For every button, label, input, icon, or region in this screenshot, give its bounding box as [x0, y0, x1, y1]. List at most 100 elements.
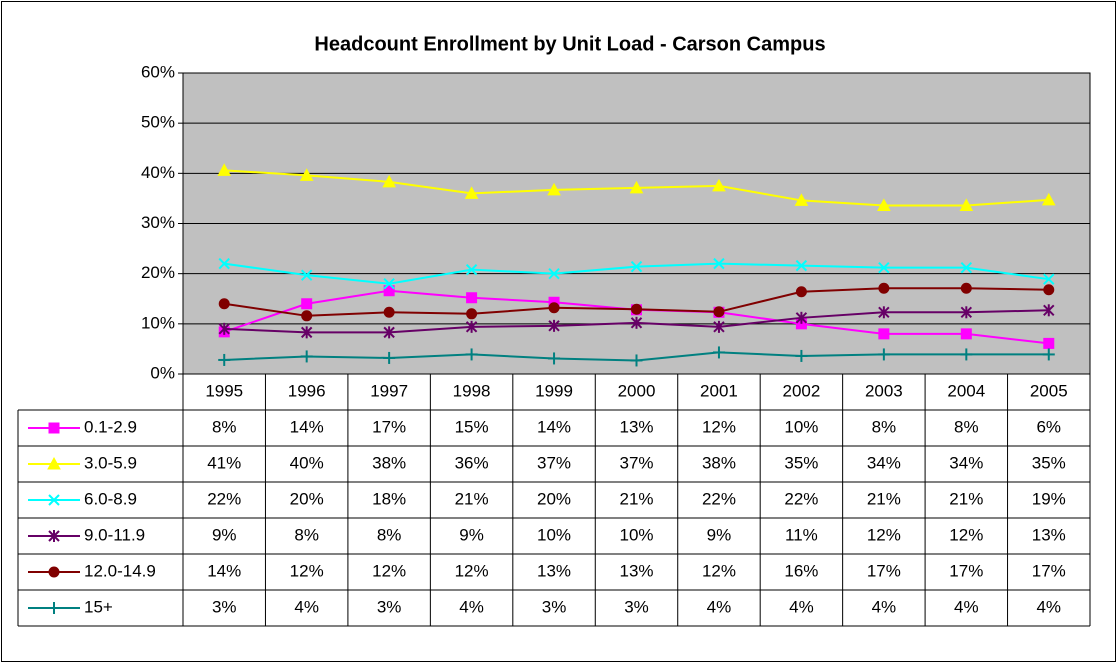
- marker: [960, 282, 972, 294]
- marker: [218, 322, 230, 335]
- table-value: 12%: [455, 561, 489, 580]
- marker: [630, 316, 643, 329]
- marker-shape: [218, 257, 230, 270]
- marker: [1043, 304, 1055, 317]
- table-value: 17%: [867, 561, 901, 580]
- marker: [960, 306, 973, 319]
- x-tick-label: 1995: [205, 381, 243, 400]
- table-value: 13%: [537, 561, 571, 580]
- table-value: 38%: [372, 453, 406, 472]
- marker: [795, 259, 808, 272]
- marker: [383, 285, 395, 297]
- marker: [960, 348, 973, 361]
- marker-shape: [548, 267, 560, 280]
- marker: [218, 353, 231, 366]
- marker: [464, 186, 479, 199]
- marker: [630, 260, 643, 273]
- table-value: 21%: [867, 489, 901, 508]
- table-value: 4%: [872, 597, 897, 616]
- marker: [300, 350, 313, 363]
- table-value: 17%: [949, 561, 983, 580]
- marker: [878, 282, 890, 294]
- table-value: 21%: [949, 489, 983, 508]
- table-value: 15%: [455, 417, 489, 436]
- table-value: 8%: [377, 525, 402, 544]
- table-value: 9%: [459, 525, 484, 544]
- table-value: 9%: [212, 525, 237, 544]
- marker-shape: [301, 298, 313, 310]
- marker-shape: [713, 306, 725, 318]
- marker-shape: [960, 282, 972, 294]
- table-value: 8%: [294, 525, 319, 544]
- table-value: 17%: [372, 417, 406, 436]
- legend-label: 9.0-11.9: [84, 525, 145, 544]
- table-value: 12%: [702, 417, 736, 436]
- marker: [960, 328, 972, 340]
- table-value: 13%: [619, 561, 653, 580]
- marker-shape: [383, 277, 395, 290]
- table-value: 12%: [867, 525, 901, 544]
- table-value: 11%: [785, 525, 818, 544]
- table-value: 14%: [537, 417, 571, 436]
- table-value: 34%: [949, 453, 983, 472]
- marker: [877, 348, 890, 361]
- table-value: 20%: [537, 489, 571, 508]
- marker-shape: [631, 303, 642, 315]
- table-value: 4%: [294, 597, 319, 616]
- table-value: 3%: [212, 597, 237, 616]
- marker: [960, 261, 973, 274]
- marker: [383, 351, 396, 364]
- marker: [629, 180, 644, 194]
- marker: [959, 198, 974, 211]
- marker-shape: [300, 269, 313, 281]
- marker: [630, 354, 643, 367]
- marker: [383, 306, 395, 318]
- marker-shape: [1041, 192, 1056, 206]
- table-value: 4%: [954, 597, 979, 616]
- marker: [48, 566, 60, 578]
- marker: [382, 174, 396, 188]
- marker: [548, 352, 561, 365]
- table-value: 6%: [1036, 417, 1061, 436]
- marker-shape: [629, 180, 644, 194]
- x-tick-label: 2005: [1030, 381, 1068, 400]
- marker-shape: [48, 422, 60, 434]
- marker: [465, 263, 478, 276]
- marker-shape: [48, 566, 60, 578]
- marker: [1042, 348, 1055, 361]
- marker-shape: [877, 198, 891, 211]
- table-value: 12%: [949, 525, 983, 544]
- marker: [878, 306, 890, 319]
- marker-shape: [217, 163, 232, 176]
- marker: [466, 308, 478, 320]
- table-value: 20%: [290, 489, 324, 508]
- marker: [466, 292, 478, 304]
- table-value: 12%: [290, 561, 324, 580]
- x-tick-label: 1998: [453, 381, 491, 400]
- marker-shape: [301, 310, 313, 322]
- table-value: 36%: [455, 453, 489, 472]
- table-value: 35%: [784, 453, 818, 472]
- marker-shape: [48, 494, 60, 506]
- marker: [548, 267, 560, 280]
- marker: [713, 257, 725, 270]
- marker: [794, 193, 809, 206]
- y-tick-label: 50%: [141, 113, 175, 132]
- marker: [1043, 273, 1055, 285]
- table-value: 21%: [619, 489, 653, 508]
- table-value: 14%: [290, 417, 324, 436]
- table-value: 3%: [377, 597, 402, 616]
- y-tick-label: 60%: [141, 62, 175, 81]
- marker: [548, 302, 560, 314]
- table-value: 21%: [455, 489, 489, 508]
- marker: [631, 303, 642, 315]
- chart-title: Headcount Enrollment by Unit Load - Cars…: [314, 33, 825, 55]
- table-value: 17%: [1032, 561, 1066, 580]
- x-tick-label: 2003: [865, 381, 903, 400]
- table-value: 9%: [707, 525, 732, 544]
- table-value: 19%: [1032, 489, 1066, 508]
- marker-shape: [878, 328, 890, 340]
- marker-shape: [713, 257, 725, 270]
- plot-border: [182, 72, 1091, 375]
- legend-label: 3.0-5.9: [84, 453, 137, 472]
